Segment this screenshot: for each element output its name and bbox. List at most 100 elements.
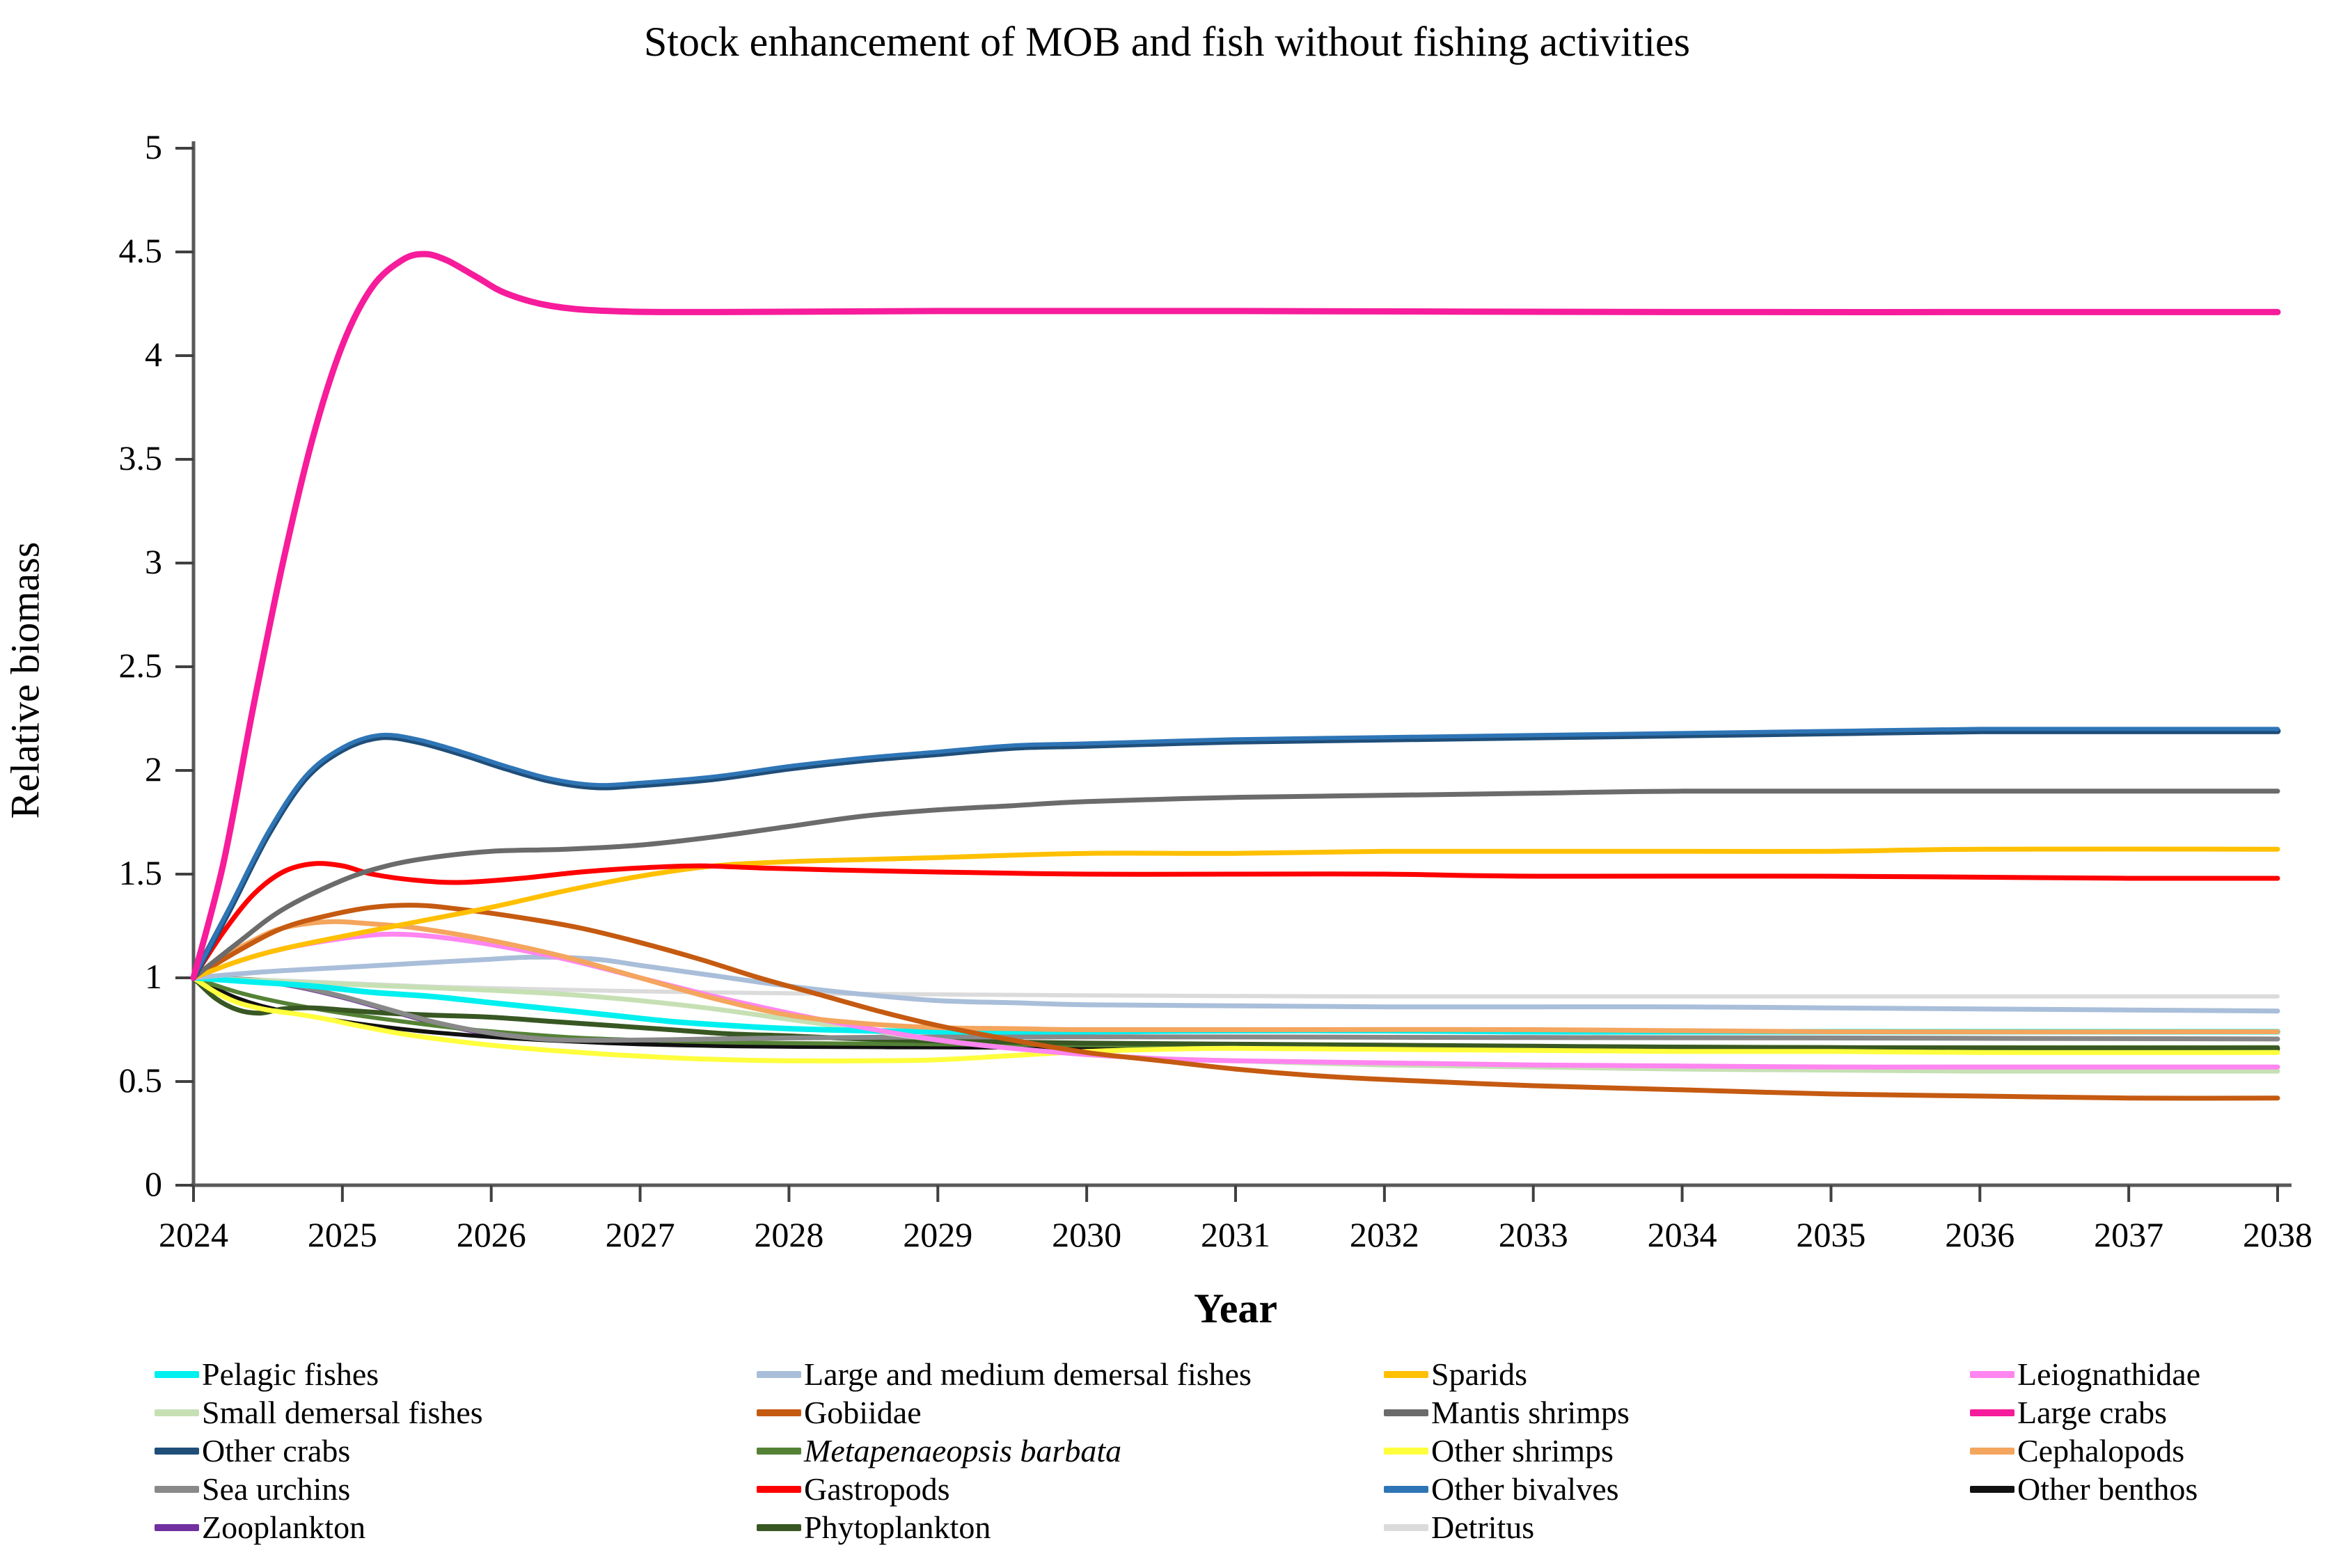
y-tick-label: 1 (145, 957, 162, 996)
legend-item-pelagic-fishes: Pelagic fishes (155, 1359, 379, 1391)
legend-label: Metapenaeopsis barbata (804, 1433, 1122, 1468)
legend-label: Large crabs (2017, 1395, 2167, 1430)
legend-label: Mantis shrimps (1431, 1395, 1630, 1430)
x-tick-label: 2038 (2243, 1215, 2312, 1254)
legend-label: Pelagic fishes (202, 1356, 379, 1392)
legend-item-gastropods: Gastropods (757, 1473, 950, 1505)
legend-item-other-benthos: Other benthos (1970, 1473, 2198, 1505)
legend-item-small-demersal-fishes: Small demersal fishes (155, 1397, 483, 1429)
legend-label: Other benthos (2017, 1471, 2198, 1507)
legend-item-large-and-medium-demersal-fishes: Large and medium demersal fishes (757, 1359, 1252, 1391)
legend-label: Sea urchins (202, 1471, 351, 1507)
legend-item-leiognathidae: Leiognathidae (1970, 1359, 2200, 1391)
legend-swatch-pelagic-fishes (155, 1371, 199, 1378)
x-tick-label: 2030 (1052, 1215, 1122, 1254)
y-tick-label: 3 (145, 542, 162, 581)
legend-swatch-other-shrimps (1384, 1448, 1428, 1455)
series-line-mantis-shrimps (191, 789, 2280, 981)
legend-swatch-sparids (1384, 1371, 1428, 1378)
series-line-other-bivalves (191, 727, 2280, 980)
legend-item-sparids: Sparids (1384, 1359, 1527, 1391)
chart-title: Stock enhancement of MOB and fish withou… (643, 19, 1691, 65)
x-tick-label: 2028 (754, 1215, 824, 1254)
legend-item-other-bivalves: Other bivalves (1384, 1473, 1619, 1505)
y-tick-label: 4 (145, 335, 162, 374)
legend-item-sea-urchins: Sea urchins (155, 1473, 350, 1505)
legend-swatch-gastropods (757, 1486, 801, 1493)
y-tick-label: 0.5 (118, 1061, 163, 1100)
legend-label: Other shrimps (1431, 1433, 1614, 1468)
legend-swatch-sea-urchins (155, 1486, 199, 1493)
legend-item-cephalopods: Cephalopods (1970, 1435, 2184, 1467)
y-tick-label: 4.5 (118, 231, 163, 270)
legend-label: Gobiidae (804, 1395, 922, 1430)
legend-label: Detritus (1431, 1510, 1535, 1545)
series-line-sea-urchins (191, 975, 2280, 1043)
x-axis-label: Year (1194, 1285, 1277, 1331)
series-line-gobiidae (191, 903, 2280, 1101)
legend-label: Leiognathidae (2017, 1356, 2201, 1392)
legend-swatch-large-and-medium-demersal-fishes (757, 1371, 801, 1378)
legend-swatch-detritus (1384, 1524, 1428, 1531)
legend-item-detritus: Detritus (1384, 1512, 1534, 1544)
legend-item-other-shrimps: Other shrimps (1384, 1435, 1614, 1467)
series-line-sparids (191, 846, 2280, 981)
legend-label: Phytoplankton (804, 1510, 991, 1545)
legend-swatch-large-crabs (1970, 1409, 2014, 1416)
legend-item-mantis-shrimps: Mantis shrimps (1384, 1397, 1630, 1429)
legend-label: Small demersal fishes (202, 1395, 483, 1430)
series-line-small-demersal-fishes (191, 975, 2280, 1074)
legend-label: Other bivalves (1431, 1471, 1619, 1507)
series-line-detritus (191, 976, 2280, 999)
x-tick-label: 2034 (1647, 1215, 1717, 1254)
legend-swatch-phytoplankton (757, 1524, 801, 1531)
x-tick-label: 2037 (2094, 1215, 2164, 1254)
legend-swatch-zooplankton (155, 1524, 199, 1531)
legend-label: Other crabs (202, 1433, 351, 1468)
legend-label: Gastropods (804, 1471, 950, 1507)
legend-swatch-leiognathidae (1970, 1371, 2014, 1378)
x-tick-label: 2035 (1796, 1215, 1866, 1254)
y-tick-label: 3.5 (118, 438, 163, 477)
legend-swatch-other-bivalves (1384, 1486, 1428, 1493)
x-tick-label: 2025 (307, 1215, 377, 1254)
legend-label: Large and medium demersal fishes (804, 1356, 1252, 1392)
series-line-large-and-medium-demersal-fishes (191, 954, 2280, 1014)
y-tick-label: 2.5 (118, 646, 163, 685)
y-tick-label: 0 (145, 1164, 162, 1203)
legend-label: Cephalopods (2017, 1433, 2185, 1468)
x-tick-label: 2033 (1498, 1215, 1568, 1254)
legend-swatch-cephalopods (1970, 1448, 2014, 1455)
legend-item-large-crabs: Large crabs (1970, 1397, 2167, 1429)
series-line-leiognathidae (191, 931, 2280, 1070)
x-tick-label: 2027 (605, 1215, 675, 1254)
legend-item-phytoplankton: Phytoplankton (757, 1512, 991, 1544)
legend-swatch-small-demersal-fishes (155, 1409, 199, 1416)
legend-label: Zooplankton (202, 1510, 366, 1545)
series-line-other-shrimps (191, 975, 2280, 1063)
legend-item-other-crabs: Other crabs (155, 1435, 350, 1467)
x-tick-label: 2031 (1201, 1215, 1270, 1254)
x-tick-label: 2029 (903, 1215, 973, 1254)
legend-swatch-gobiidae (757, 1409, 801, 1416)
legend-swatch-mantis-shrimps (1384, 1409, 1428, 1416)
series-line-gastropods (191, 861, 2280, 981)
series-line-cephalopods (191, 919, 2280, 1035)
x-tick-label: 2026 (456, 1215, 526, 1254)
legend-swatch-other-benthos (1970, 1486, 2014, 1493)
legend-item-zooplankton: Zooplankton (155, 1512, 365, 1544)
legend-item-gobiidae: Gobiidae (757, 1397, 922, 1429)
y-tick-label: 2 (145, 750, 162, 789)
y-tick-label: 5 (145, 127, 162, 166)
x-tick-label: 2036 (1945, 1215, 2015, 1254)
legend-item-metapenaeopsis-barbata: Metapenaeopsis barbata (757, 1435, 1121, 1467)
legend-swatch-metapenaeopsis-barbata (757, 1448, 801, 1455)
y-tick-label: 1.5 (118, 853, 163, 892)
series-line-large-crabs (190, 251, 2281, 981)
x-tick-label: 2024 (159, 1215, 228, 1254)
legend-label: Sparids (1431, 1356, 1527, 1392)
x-tick-label: 2032 (1349, 1215, 1419, 1254)
